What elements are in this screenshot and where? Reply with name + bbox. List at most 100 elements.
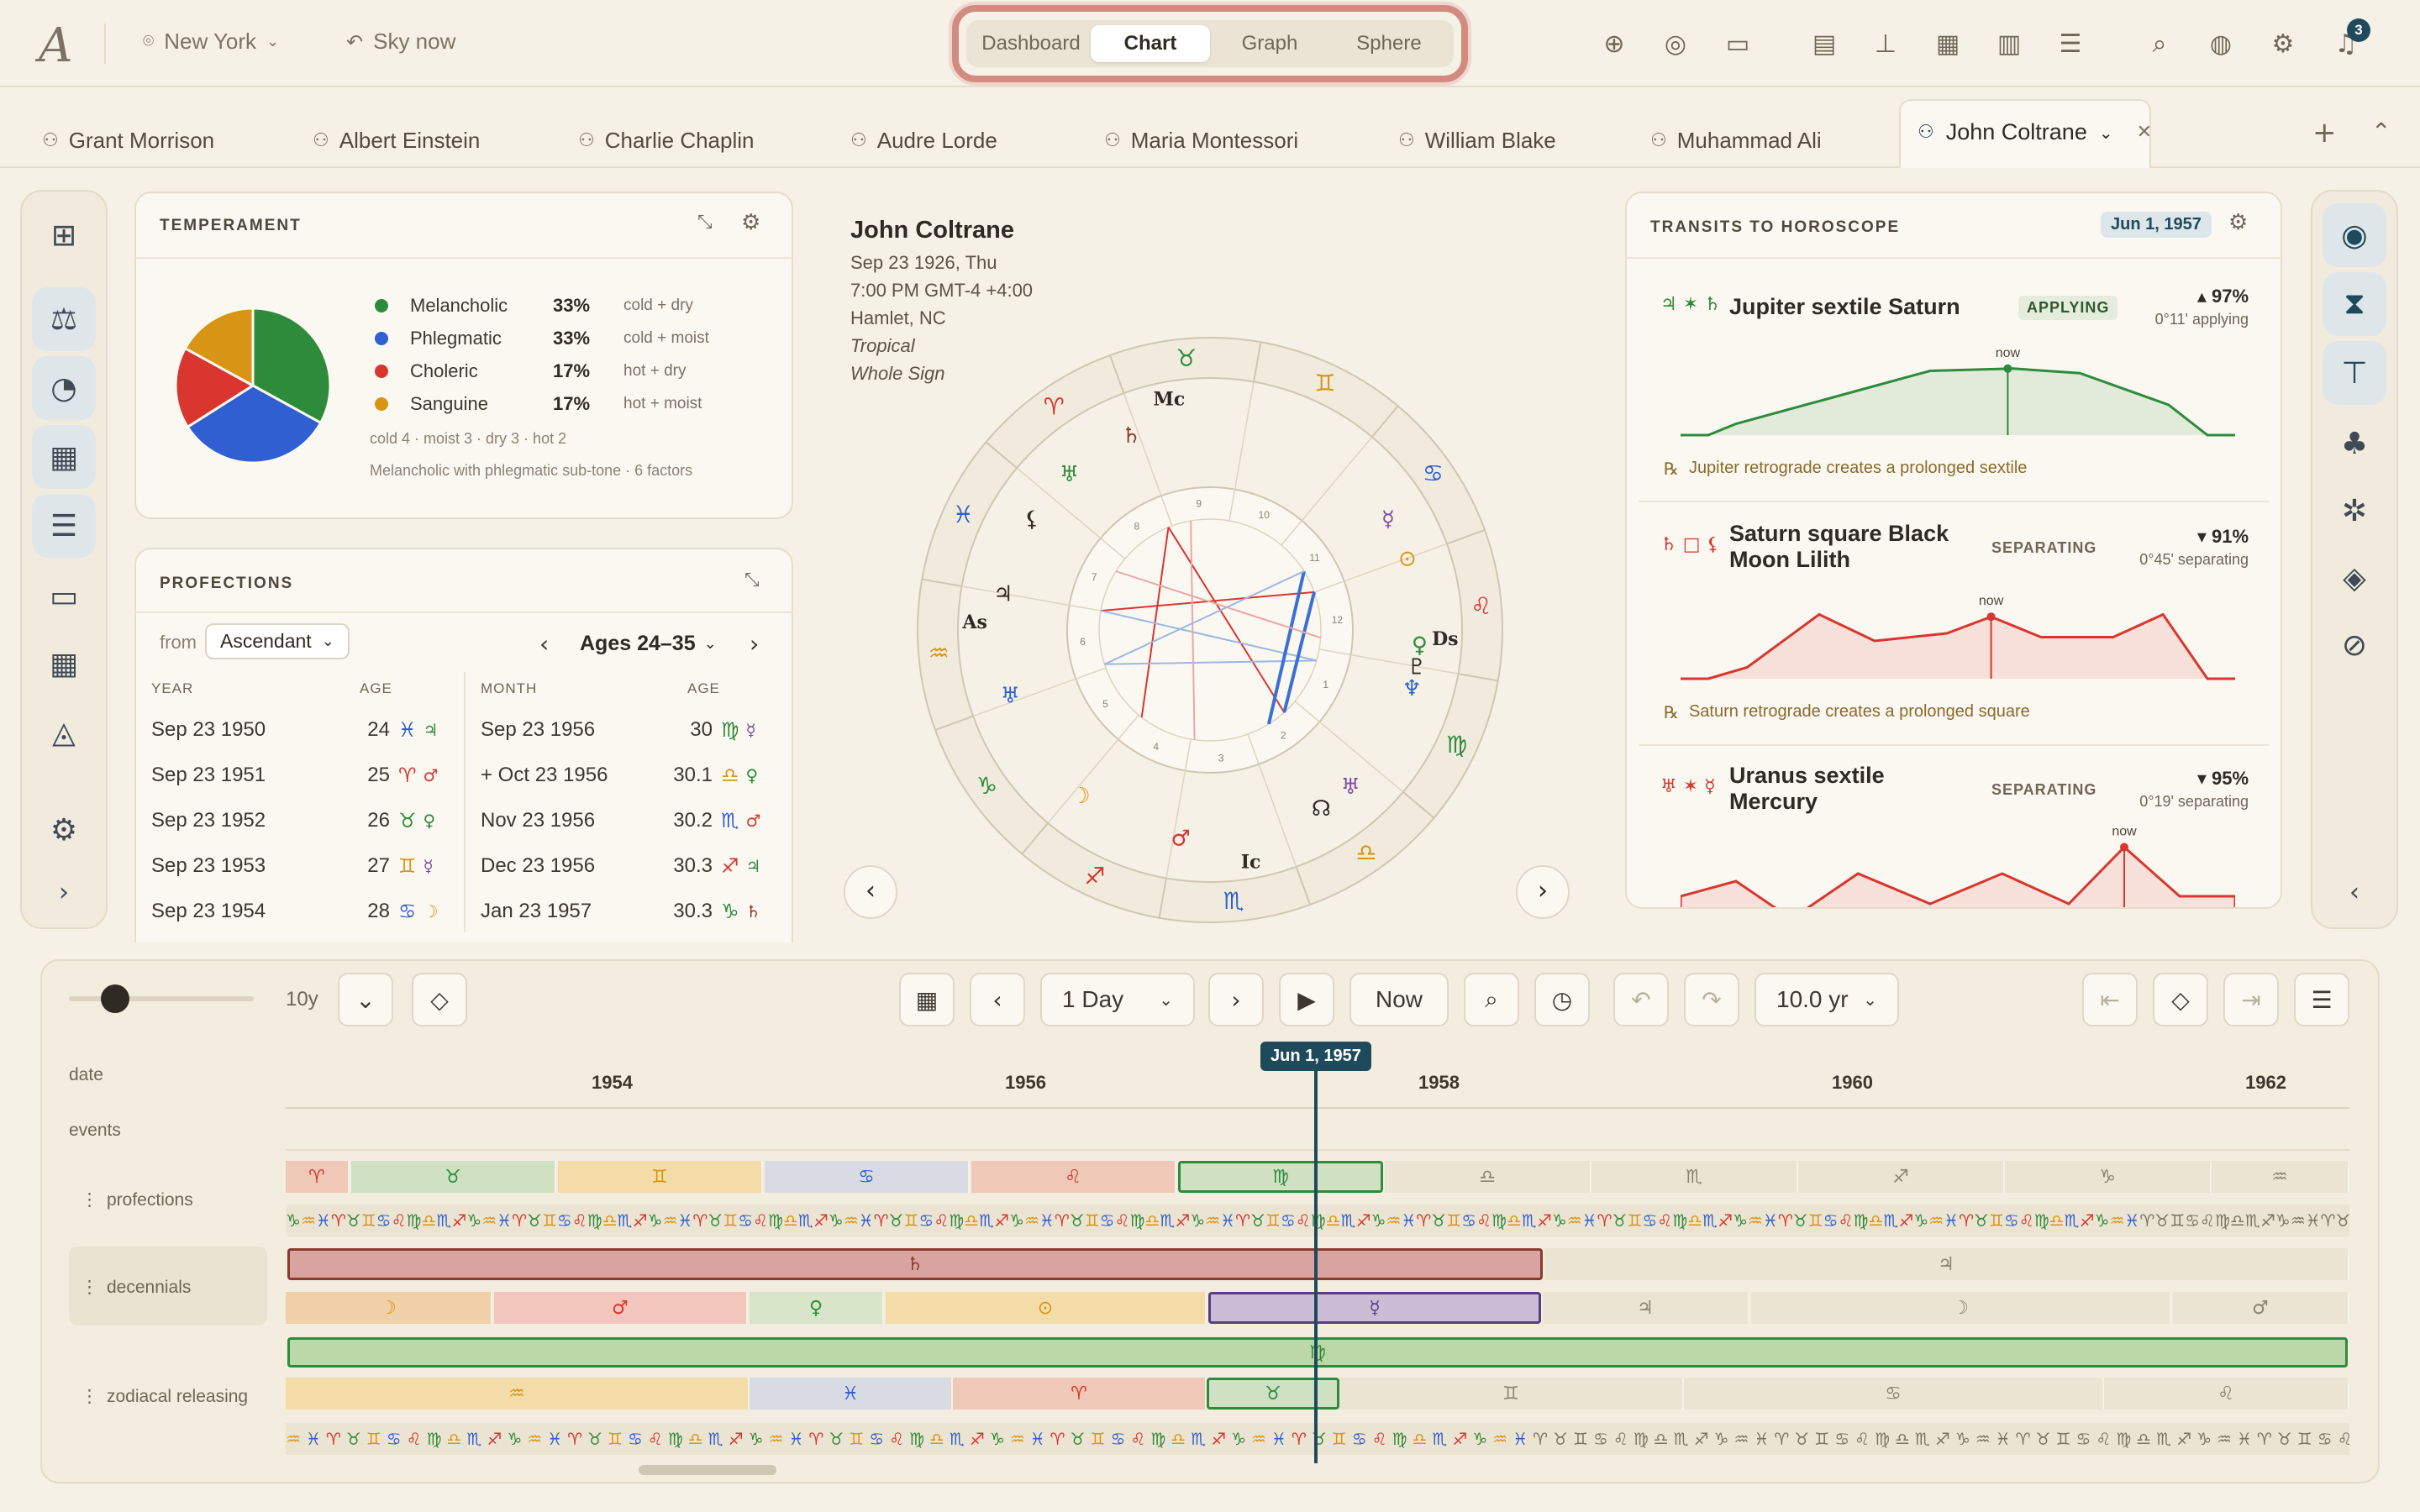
layers-icon[interactable]: ◇ (412, 973, 467, 1026)
gear-icon[interactable]: ⚙ (2271, 29, 2295, 59)
close-icon[interactable]: ✕ (2136, 122, 2153, 143)
tab-person-4[interactable]: ⚇ Maria Montessori (1104, 128, 1298, 154)
undo-icon[interactable]: ↶ (1613, 973, 1669, 1026)
profection-band[interactable]: ♑ (2005, 1161, 2212, 1193)
row-label-zodiacal-releasing[interactable]: ⋮ zodiacal releasing (81, 1386, 248, 1407)
tab-person-3[interactable]: ⚇ Audre Lorde (850, 128, 997, 154)
palette-icon[interactable]: ◍ (2209, 29, 2233, 59)
row-label-decennials[interactable]: ⋮ decennials (81, 1277, 191, 1298)
profection-band[interactable]: ♐ (1798, 1161, 2005, 1193)
zr-level2-band[interactable]: ♈ (953, 1378, 1207, 1410)
view-graph-button[interactable]: Graph (1241, 32, 1298, 55)
zr-level2-band[interactable]: ♌ (2104, 1378, 2349, 1410)
view-sphere-button[interactable]: Sphere (1356, 32, 1422, 55)
decennial-band[interactable]: ♃ (1544, 1248, 2349, 1280)
calendar-check-icon[interactable]: ▦ (1935, 29, 1960, 59)
sun-gear-icon[interactable]: ✲ (2341, 493, 2368, 528)
profection-band[interactable]: ♏ (1591, 1161, 1798, 1193)
transit-icon[interactable]: ⊤ (2323, 341, 2386, 405)
sub-decennial-band[interactable]: ♂ (2173, 1292, 2349, 1324)
profection-row[interactable]: Sep 23 1953 27 ♊ ☿ (151, 843, 454, 889)
zr-level2-band[interactable]: ♊ (1339, 1378, 1684, 1410)
sub-decennial-band[interactable]: ☽ (1751, 1292, 2171, 1324)
profection-band[interactable]: ♉ (351, 1161, 556, 1193)
collapse-icon[interactable]: ⤡ (697, 212, 713, 233)
natal-chart-wheel[interactable]: ♓♈♉♊♋♌♍♎♏♐♑♒789101112123456AsDsMcIc♄☿⊙♀♇… (908, 336, 1512, 924)
folder-icon[interactable]: ▭ (49, 579, 78, 614)
balance-scale-icon[interactable]: ⚖ (32, 287, 96, 351)
zr-level1-band[interactable]: ♍ (287, 1337, 2348, 1368)
sub-decennial-band[interactable]: ☿ (1208, 1292, 1541, 1324)
prev-event-icon[interactable]: ⇤ (2082, 973, 2138, 1026)
search-icon[interactable]: ⌕ (2152, 29, 2167, 59)
transit-title[interactable]: Jupiter sextile Saturn (1729, 294, 1960, 319)
gear-icon[interactable]: ⚙ (2228, 210, 2249, 235)
profection-row[interactable]: Sep 23 1951 25 ♈ ♂ (151, 753, 454, 798)
row-label-profections[interactable]: ⋮ profections (81, 1189, 193, 1210)
zoom-slider-handle[interactable] (101, 984, 129, 1013)
profection-row[interactable]: Sep 23 1950 24 ♓ ♃ (151, 707, 454, 753)
profection-row[interactable]: + Oct 23 1956 30.1 ♎ ♀ (481, 753, 780, 798)
profection-row[interactable]: Sep 23 1952 26 ♉ ♀ (151, 798, 454, 843)
next-range-icon[interactable]: › (750, 630, 760, 658)
tab-person-1[interactable]: ⚇ Albert Einstein (313, 128, 480, 154)
tab-active[interactable]: ⚇ John Coltrane ⌄ ✕ (1918, 119, 2152, 145)
redo-icon[interactable]: ↷ (1684, 973, 1739, 1026)
span-selector[interactable]: 10.0 yr ⌄ (1754, 973, 1899, 1026)
gear-icon[interactable]: ⚙ (50, 812, 78, 848)
grid-icon[interactable]: ▦ (49, 646, 78, 681)
sky-now-button[interactable]: ↶ Sky now (346, 29, 455, 55)
profection-row[interactable]: Sep 23 1954 28 ♋ ☽ (151, 889, 454, 934)
add-tab-icon[interactable]: + (2312, 116, 2337, 150)
zr-level2-band[interactable]: ♉ (1207, 1378, 1339, 1410)
sub-decennial-band[interactable]: ♀ (750, 1292, 884, 1324)
clover-icon[interactable]: ♣ (2340, 426, 2369, 461)
zr-level2-band[interactable]: ♋ (1684, 1378, 2104, 1410)
view-dashboard-button[interactable]: Dashboard (981, 32, 1081, 55)
sub-decennial-band[interactable]: ☽ (286, 1292, 492, 1324)
from-dropdown[interactable]: Ascendant ⌄ (205, 623, 350, 659)
document-icon[interactable]: ▤ (1812, 29, 1837, 59)
app-logo[interactable]: A (39, 18, 73, 73)
transit-date-badge[interactable]: Jun 1, 1957 (2101, 212, 2212, 238)
widgets-grid-icon[interactable]: ⊞ (50, 218, 77, 253)
zr-level2-band[interactable]: ♒ (286, 1378, 750, 1410)
collapse-up-icon[interactable]: ⌃ (2371, 118, 2391, 145)
sub-decennial-band[interactable]: ♂ (494, 1292, 748, 1324)
now-button[interactable]: Now (1349, 973, 1449, 1026)
chevron-down-icon[interactable]: ⌄ (338, 973, 393, 1026)
chevron-down-icon[interactable]: ⌄ (2098, 122, 2113, 143)
clock-icon[interactable]: ◷ (1534, 973, 1590, 1026)
table-rows-icon[interactable]: ☰ (32, 494, 96, 558)
gear-icon[interactable]: ⚙ (741, 210, 761, 235)
pin-icon[interactable]: ⊥ (1874, 29, 1897, 59)
range-selector[interactable]: Ages 24–35 ⌄ (580, 632, 717, 656)
diamond-icon[interactable]: ◇ (2153, 973, 2208, 1026)
view-chart-button[interactable]: Chart (1091, 25, 1210, 62)
profection-band[interactable]: ♍ (1178, 1161, 1383, 1193)
synastry-icon[interactable]: ◎ (1664, 29, 1687, 59)
clock-pie-icon[interactable]: ◔ (32, 356, 96, 420)
profection-row[interactable]: Jan 23 1957 30.3 ♑ ♄ (481, 889, 780, 934)
monthly-profection-strip[interactable]: ♑♒♓♈♉♊♋♌♍♎♏♐♑♒♓♈♉♊♋♌♍♎♏♐♑♒♓♈♉♊♋♌♍♎♏♐♑♒♓♈… (286, 1205, 2349, 1236)
transit-title[interactable]: Saturn square Black Moon Lilith (1729, 521, 1949, 572)
tab-person-6[interactable]: ⚇ Muhammad Ali (1650, 128, 1822, 154)
zoom-slider-track[interactable] (69, 996, 254, 1001)
next-event-icon[interactable]: ⇥ (2223, 973, 2279, 1026)
target-icon[interactable]: ◉ (2323, 203, 2386, 267)
tab-person-5[interactable]: ⚇ William Blake (1398, 128, 1556, 154)
profection-band[interactable]: ♎ (1385, 1161, 1591, 1193)
prev-chart-button[interactable]: ‹ (844, 865, 897, 919)
sub-decennial-band[interactable]: ⊙ (886, 1292, 1207, 1324)
profection-row[interactable]: Dec 23 1956 30.3 ♐ ♃ (481, 843, 780, 889)
sphere-icon[interactable]: ◬ (52, 715, 76, 750)
sub-decennial-band[interactable]: ♃ (1543, 1292, 1749, 1324)
time-cursor[interactable] (1314, 1068, 1318, 1463)
step-selector[interactable]: 1 Day ⌄ (1040, 973, 1195, 1026)
search-icon[interactable]: ⌕ (1464, 973, 1519, 1026)
calendar-icon[interactable]: ▦ (899, 973, 955, 1026)
zr-level2-band[interactable]: ♓ (750, 1378, 953, 1410)
profection-row[interactable]: Sep 23 1956 30 ♍ ☿ (481, 707, 780, 753)
prev-step-icon[interactable]: ‹ (970, 973, 1025, 1026)
profection-row[interactable]: Nov 23 1956 30.2 ♏ ♂ (481, 798, 780, 843)
